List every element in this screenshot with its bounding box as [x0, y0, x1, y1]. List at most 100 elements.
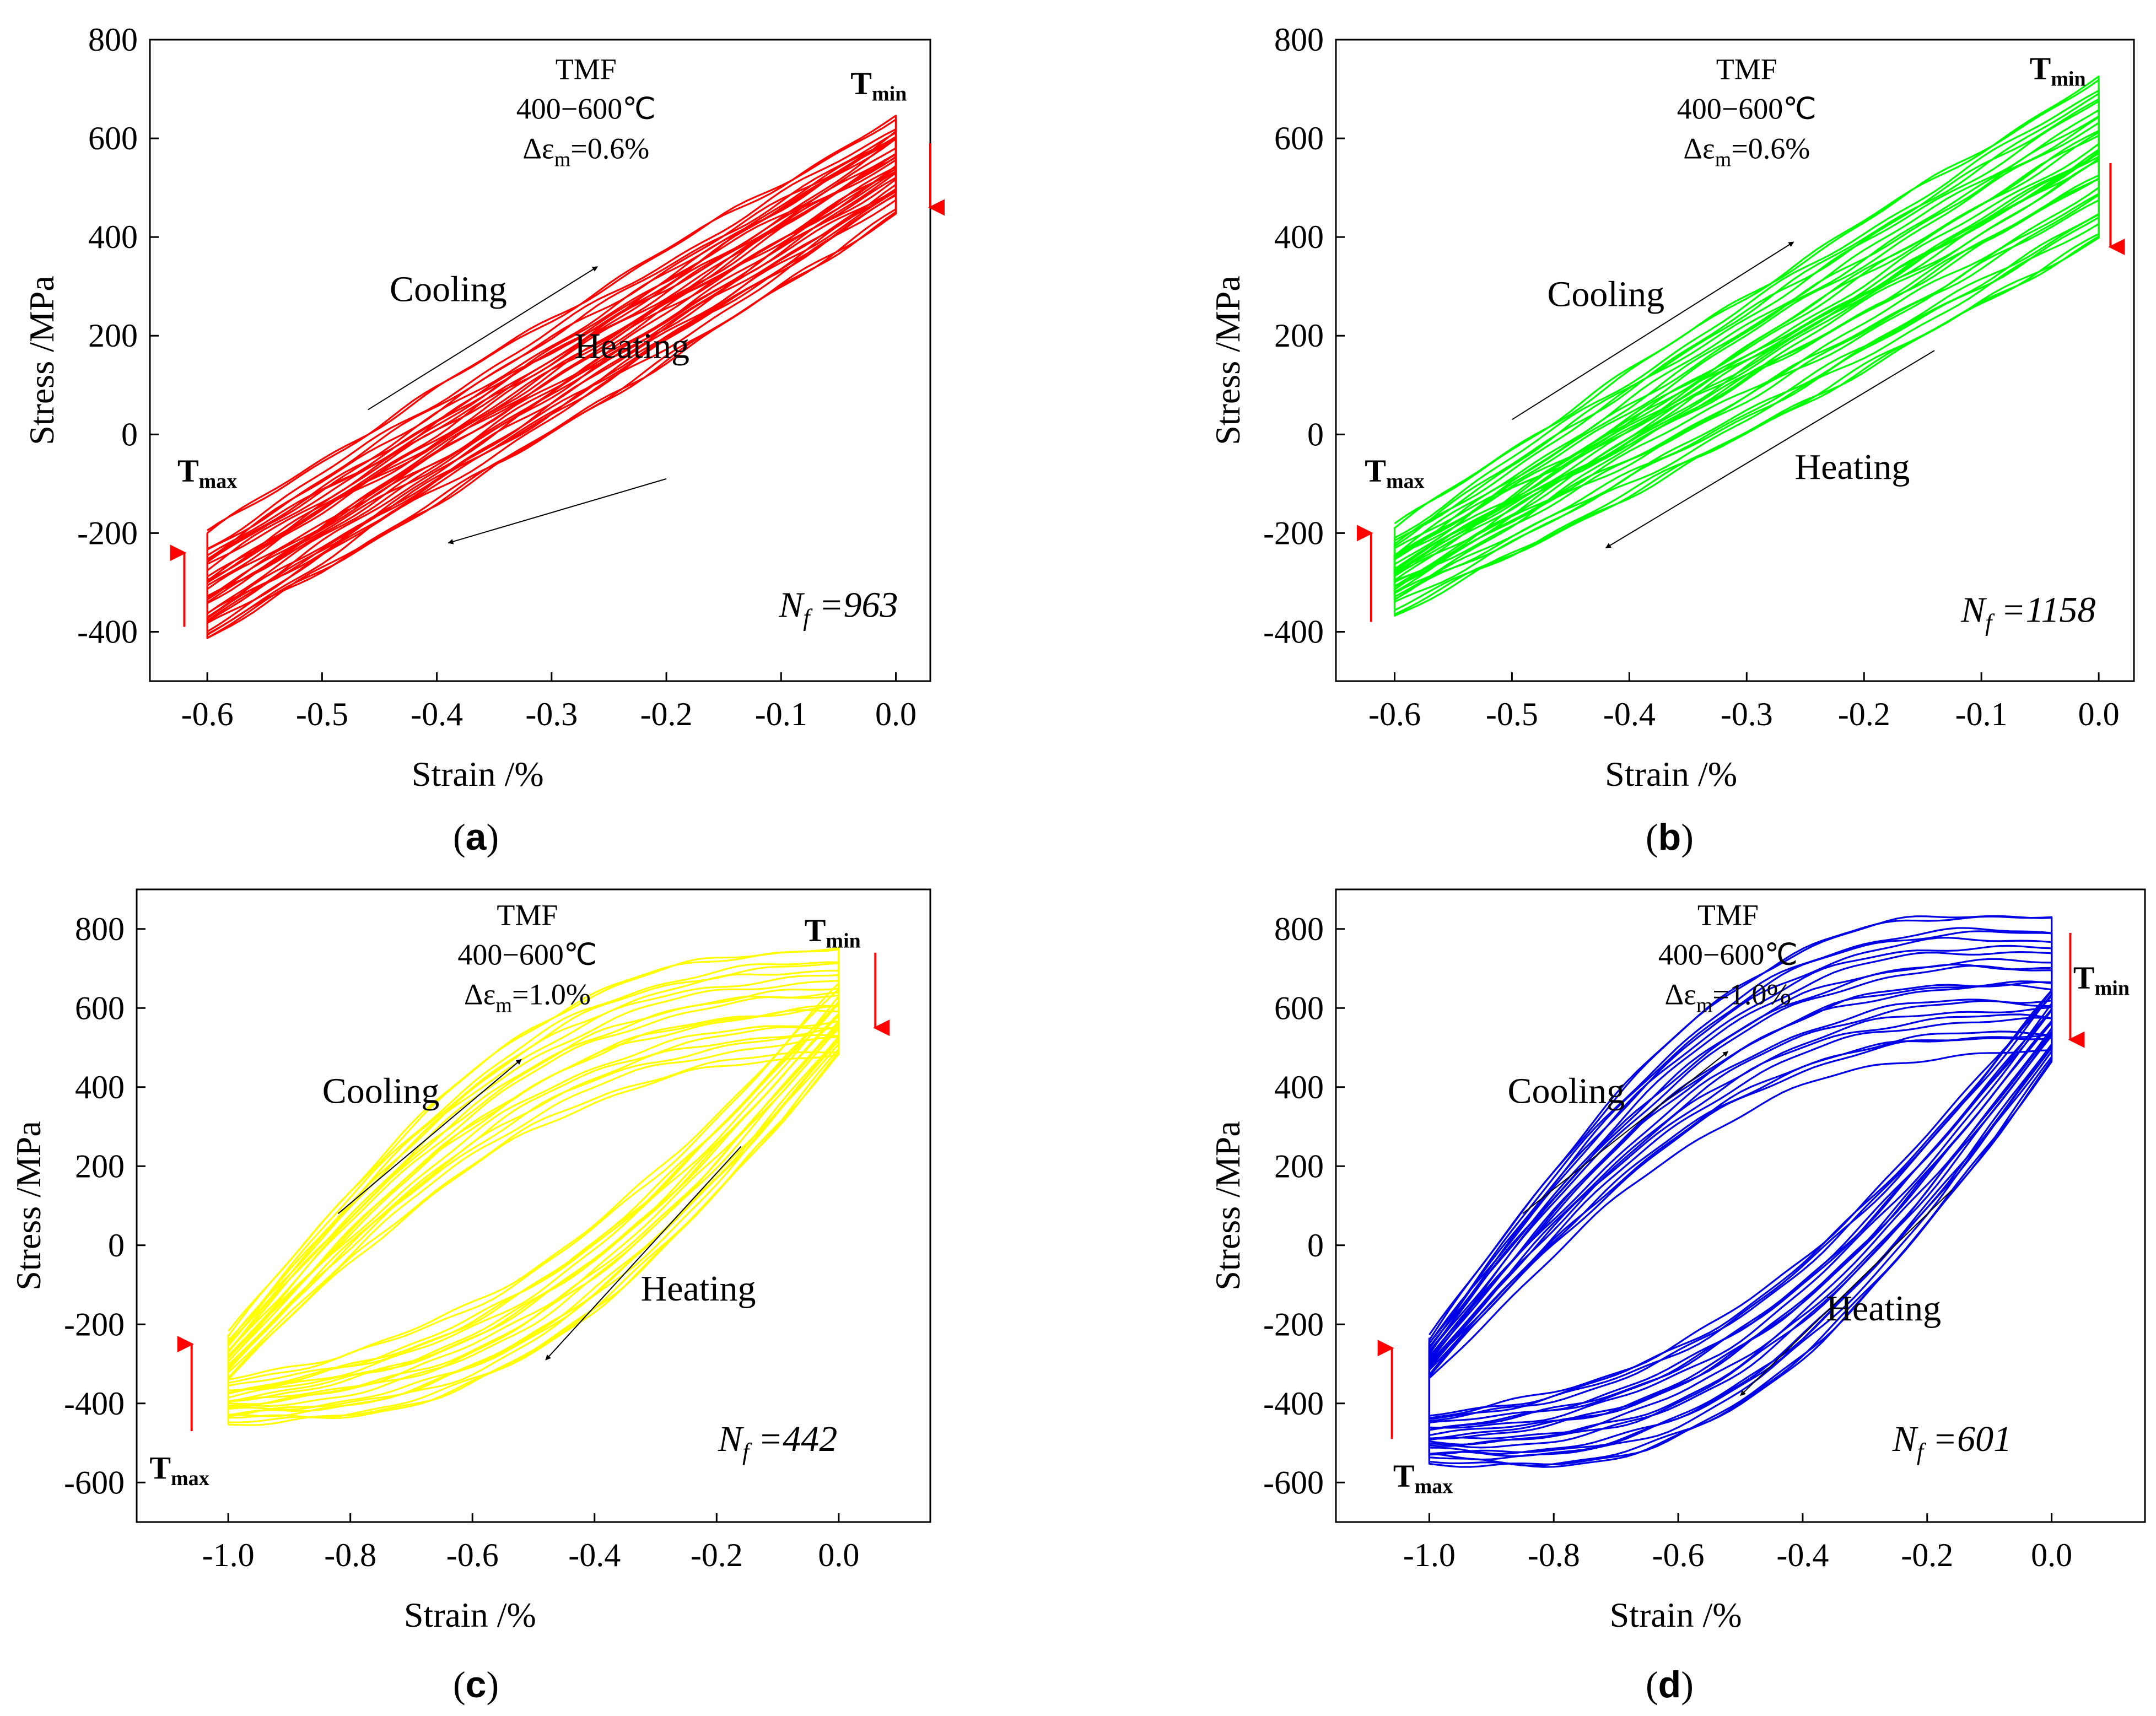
heating-arrow	[1740, 1189, 1953, 1396]
tmf-strain-prefix: Δε	[522, 132, 554, 165]
y-tick-label: 600	[88, 120, 138, 157]
x-tick-label: -0.3	[1721, 696, 1773, 732]
cooling-label: Cooling	[1507, 1071, 1625, 1111]
tmax-sub: max	[199, 470, 238, 493]
caption-letter: b	[1658, 816, 1681, 858]
tmin-label: Tmin	[2073, 959, 2130, 1000]
tmax-sub: max	[1386, 470, 1425, 493]
loop-curve	[1393, 131, 2100, 577]
x-tick-label: -0.6	[1368, 696, 1421, 732]
y-tick-label: 400	[75, 1069, 125, 1105]
y-tick-label: 800	[75, 911, 125, 947]
x-tick-label: -0.8	[1528, 1537, 1580, 1573]
loop-curve	[1428, 951, 2053, 1458]
cooling-label: Cooling	[1547, 274, 1664, 315]
tmax-label: Tmax	[177, 452, 237, 493]
tmf-strain-value: =1.0%	[1712, 978, 1791, 1011]
loop-curve	[1428, 963, 2053, 1449]
plot-frame	[1335, 39, 2135, 682]
caption-b: (b)	[1646, 816, 1694, 858]
nf-label: Nf =601	[1892, 1419, 2012, 1465]
y-tick-label: -400	[1263, 613, 1324, 650]
tmf-strain-sub: m	[495, 994, 512, 1017]
tmin-label: Tmin	[850, 65, 907, 105]
tmax-sub: max	[171, 1467, 209, 1490]
x-axis-label: Strain /%	[404, 1595, 536, 1634]
y-tick-label: 400	[1274, 1069, 1324, 1105]
nf-label: Nf =442	[718, 1419, 837, 1465]
tmax-symbol: T	[1393, 1458, 1415, 1493]
chart-a: -0.6 -0.5 -0.4 -0.3 -0.2 -0.1 0.0 -400 -200 0 200 4…	[22, 21, 945, 794]
tmax-label: Tmax	[149, 1450, 209, 1490]
loop-curve	[227, 982, 840, 1381]
x-tick-label: -0.6	[181, 696, 234, 732]
loop-curve	[1393, 89, 2100, 603]
loop-curve	[1428, 930, 2053, 1468]
tmax-sub: max	[1415, 1475, 1453, 1498]
hysteresis-loops	[1428, 915, 2053, 1468]
caption-a: (a)	[453, 816, 499, 858]
heating-arrow	[545, 1146, 742, 1361]
hysteresis-loops	[227, 947, 840, 1426]
tmf-title: TMF	[497, 899, 558, 932]
tmax-symbol: T	[149, 1450, 171, 1486]
loop-curve	[1428, 937, 2053, 1455]
x-tick-label: -0.4	[1776, 1537, 1829, 1573]
chart-d: -1.0 -0.8 -0.6 -0.4 -0.2 0.0 -600 -400 -200 0 200 4…	[1208, 888, 2146, 1634]
heating-label: Heating	[1826, 1288, 1941, 1329]
nf-value: =442	[749, 1419, 837, 1459]
y-tick-label: -400	[1263, 1385, 1324, 1422]
cooling-arrow	[1511, 241, 1794, 420]
y-tick-label: 800	[88, 21, 138, 58]
y-tick-label: 600	[1274, 990, 1324, 1026]
nf-label: Nf =963	[778, 585, 898, 632]
loop-curve	[1428, 927, 2053, 1461]
nf-value: =601	[1923, 1419, 2012, 1459]
loop-curve	[1428, 993, 2053, 1422]
x-tick-label: -0.5	[296, 696, 348, 732]
y-tick-label: 800	[1274, 21, 1324, 58]
loop-curve	[206, 138, 897, 614]
caption-letter: d	[1658, 1664, 1681, 1706]
tmin-label: Tmin	[2030, 51, 2086, 91]
loop-curve	[227, 987, 840, 1384]
x-tick-label: -0.1	[755, 696, 807, 732]
loop-curve	[206, 132, 897, 639]
tmin-sub: min	[2051, 68, 2085, 91]
x-tick-label: -0.6	[1652, 1537, 1705, 1573]
x-tick-label: -0.2	[1838, 696, 1890, 732]
tmin-sub: min	[2095, 976, 2130, 1000]
tmin-sub: min	[826, 929, 860, 952]
loop-curve	[1428, 999, 2053, 1429]
nf-symbol: N	[1960, 590, 1987, 630]
x-axis-label: Strain /%	[1610, 1595, 1742, 1634]
y-tick-label: 800	[1274, 911, 1324, 947]
tmf-temperature: 400−600℃	[516, 93, 656, 126]
tmf-temperature: 400−600℃	[1658, 938, 1798, 972]
y-tick-label: 200	[1274, 1148, 1324, 1184]
tmf-strain: Δεm=0.6%	[522, 132, 649, 171]
cooling-label: Cooling	[390, 269, 507, 310]
loop-curve	[206, 132, 897, 633]
x-axis-label: Strain /%	[412, 754, 544, 794]
heating-arrow	[448, 478, 667, 544]
tmf-strain-sub: m	[1715, 148, 1732, 171]
plot-frame	[1335, 888, 2146, 1523]
loop-curve	[1393, 152, 2100, 593]
loop-curve	[1393, 116, 2100, 583]
y-tick-label: 200	[88, 317, 138, 354]
tmax-symbol: T	[177, 452, 199, 488]
y-tick-label: 0	[1307, 1227, 1324, 1264]
y-tick-label: 600	[1274, 120, 1324, 157]
tmf-title: TMF	[1716, 53, 1777, 86]
loop-curve	[227, 995, 840, 1387]
caption-c: (c)	[453, 1664, 499, 1706]
loop-curve	[1393, 100, 2100, 601]
loop-curve	[1393, 143, 2100, 581]
tmin-label: Tmin	[805, 912, 861, 952]
tmf-strain-prefix: Δε	[464, 978, 495, 1011]
loop-curve	[227, 994, 840, 1405]
x-tick-label: 0.0	[875, 696, 917, 732]
tmf-strain-prefix: Δε	[1664, 978, 1696, 1011]
hysteresis-loops	[206, 115, 897, 639]
